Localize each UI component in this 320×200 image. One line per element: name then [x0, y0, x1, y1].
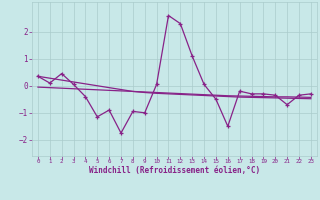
X-axis label: Windchill (Refroidissement éolien,°C): Windchill (Refroidissement éolien,°C): [89, 166, 260, 175]
